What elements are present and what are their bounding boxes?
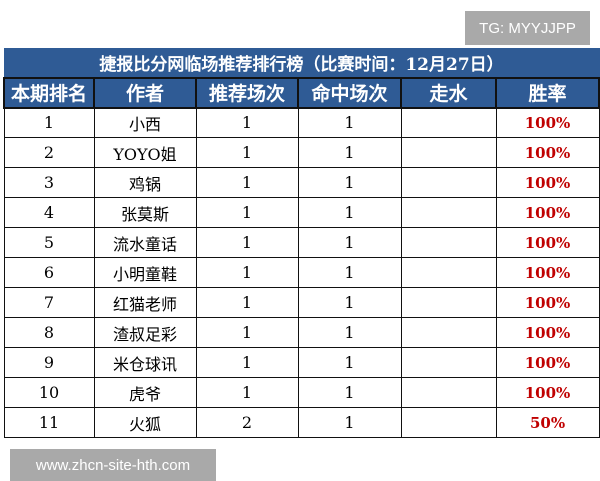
rank-cell: 6 <box>3 257 95 288</box>
win-rate-cell: 100% <box>495 227 600 258</box>
table-row: 2 YOYO姐 1 1 100% <box>3 137 600 168</box>
recommended-cell: 1 <box>195 197 299 228</box>
rank-cell: 9 <box>3 347 95 378</box>
push-cell <box>400 167 497 198</box>
rank-cell: 2 <box>3 137 95 168</box>
hit-cell: 1 <box>297 167 402 198</box>
win-rate-cell: 100% <box>495 347 600 378</box>
rank-cell: 10 <box>3 377 95 408</box>
hit-cell: 1 <box>297 107 402 138</box>
table-row: 8 渣叔足彩 1 1 100% <box>3 317 600 348</box>
recommended-cell: 1 <box>195 287 299 318</box>
column-header: 胜率 <box>494 76 600 109</box>
recommended-cell: 1 <box>195 167 299 198</box>
win-rate-cell: 50% <box>495 407 600 438</box>
author-cell: YOYO姐 <box>93 137 197 168</box>
hit-cell: 1 <box>297 197 402 228</box>
push-cell <box>400 317 497 348</box>
recommended-cell: 1 <box>195 227 299 258</box>
table-row: 5 流水童话 1 1 100% <box>3 227 600 258</box>
recommended-cell: 1 <box>195 377 299 408</box>
author-cell: 鸡锅 <box>93 167 197 198</box>
column-header: 命中场次 <box>297 76 402 109</box>
author-cell: 米仓球讯 <box>93 347 197 378</box>
win-rate-cell: 100% <box>495 137 600 168</box>
hit-cell: 1 <box>297 137 402 168</box>
author-cell: 红猫老师 <box>93 287 197 318</box>
win-rate-cell: 100% <box>495 167 600 198</box>
table-row: 10 虎爷 1 1 100% <box>3 377 600 408</box>
hit-cell: 1 <box>297 287 402 318</box>
push-cell <box>400 197 497 228</box>
column-header: 作者 <box>93 76 197 109</box>
rank-cell: 4 <box>3 197 95 228</box>
push-cell <box>400 227 497 258</box>
hit-cell: 1 <box>297 377 402 408</box>
column-header: 本期排名 <box>3 76 95 109</box>
author-cell: 小西 <box>93 107 197 138</box>
win-rate-cell: 100% <box>495 107 600 138</box>
rank-cell: 7 <box>3 287 95 318</box>
recommended-cell: 1 <box>195 107 299 138</box>
author-cell: 流水童话 <box>93 227 197 258</box>
recommended-cell: 1 <box>195 317 299 348</box>
author-cell: 张莫斯 <box>93 197 197 228</box>
column-header: 走水 <box>400 76 497 109</box>
rank-cell: 5 <box>3 227 95 258</box>
push-cell <box>400 257 497 288</box>
table-row: 1 小西 1 1 100% <box>3 107 600 138</box>
hit-cell: 1 <box>297 317 402 348</box>
ranking-table: 捷报比分网临场推荐排行榜（比赛时间：12月27日） 本期排名 作者 推荐场次 命中场次… <box>3 48 600 438</box>
recommended-cell: 1 <box>195 347 299 378</box>
author-cell: 小明童鞋 <box>93 257 197 288</box>
rank-cell: 1 <box>3 107 95 138</box>
table-row: 11 火狐 2 1 50% <box>3 407 600 438</box>
author-cell: 火狐 <box>93 407 197 438</box>
table-row: 3 鸡锅 1 1 100% <box>3 167 600 198</box>
hit-cell: 1 <box>297 227 402 258</box>
win-rate-cell: 100% <box>495 317 600 348</box>
push-cell <box>400 287 497 318</box>
push-cell <box>400 377 497 408</box>
hit-cell: 1 <box>297 347 402 378</box>
win-rate-cell: 100% <box>495 257 600 288</box>
recommended-cell: 2 <box>195 407 299 438</box>
table-title: 捷报比分网临场推荐排行榜（比赛时间：12月27日） <box>3 48 600 78</box>
win-rate-cell: 100% <box>495 377 600 408</box>
push-cell <box>400 107 497 138</box>
table-row: 7 红猫老师 1 1 100% <box>3 287 600 318</box>
hit-cell: 1 <box>297 407 402 438</box>
table-row: 9 米仓球讯 1 1 100% <box>3 347 600 378</box>
tg-watermark: TG: MYYJJPP <box>465 11 590 45</box>
win-rate-cell: 100% <box>495 197 600 228</box>
win-rate-cell: 100% <box>495 287 600 318</box>
author-cell: 虎爷 <box>93 377 197 408</box>
table-row: 4 张莫斯 1 1 100% <box>3 197 600 228</box>
push-cell <box>400 137 497 168</box>
site-watermark: www.zhcn-site-hth.com <box>10 449 216 481</box>
author-cell: 渣叔足彩 <box>93 317 197 348</box>
recommended-cell: 1 <box>195 257 299 288</box>
push-cell <box>400 407 497 438</box>
column-header: 推荐场次 <box>195 76 299 109</box>
recommended-cell: 1 <box>195 137 299 168</box>
rank-cell: 3 <box>3 167 95 198</box>
rank-cell: 8 <box>3 317 95 348</box>
table-row: 6 小明童鞋 1 1 100% <box>3 257 600 288</box>
rank-cell: 11 <box>3 407 95 438</box>
push-cell <box>400 347 497 378</box>
hit-cell: 1 <box>297 257 402 288</box>
